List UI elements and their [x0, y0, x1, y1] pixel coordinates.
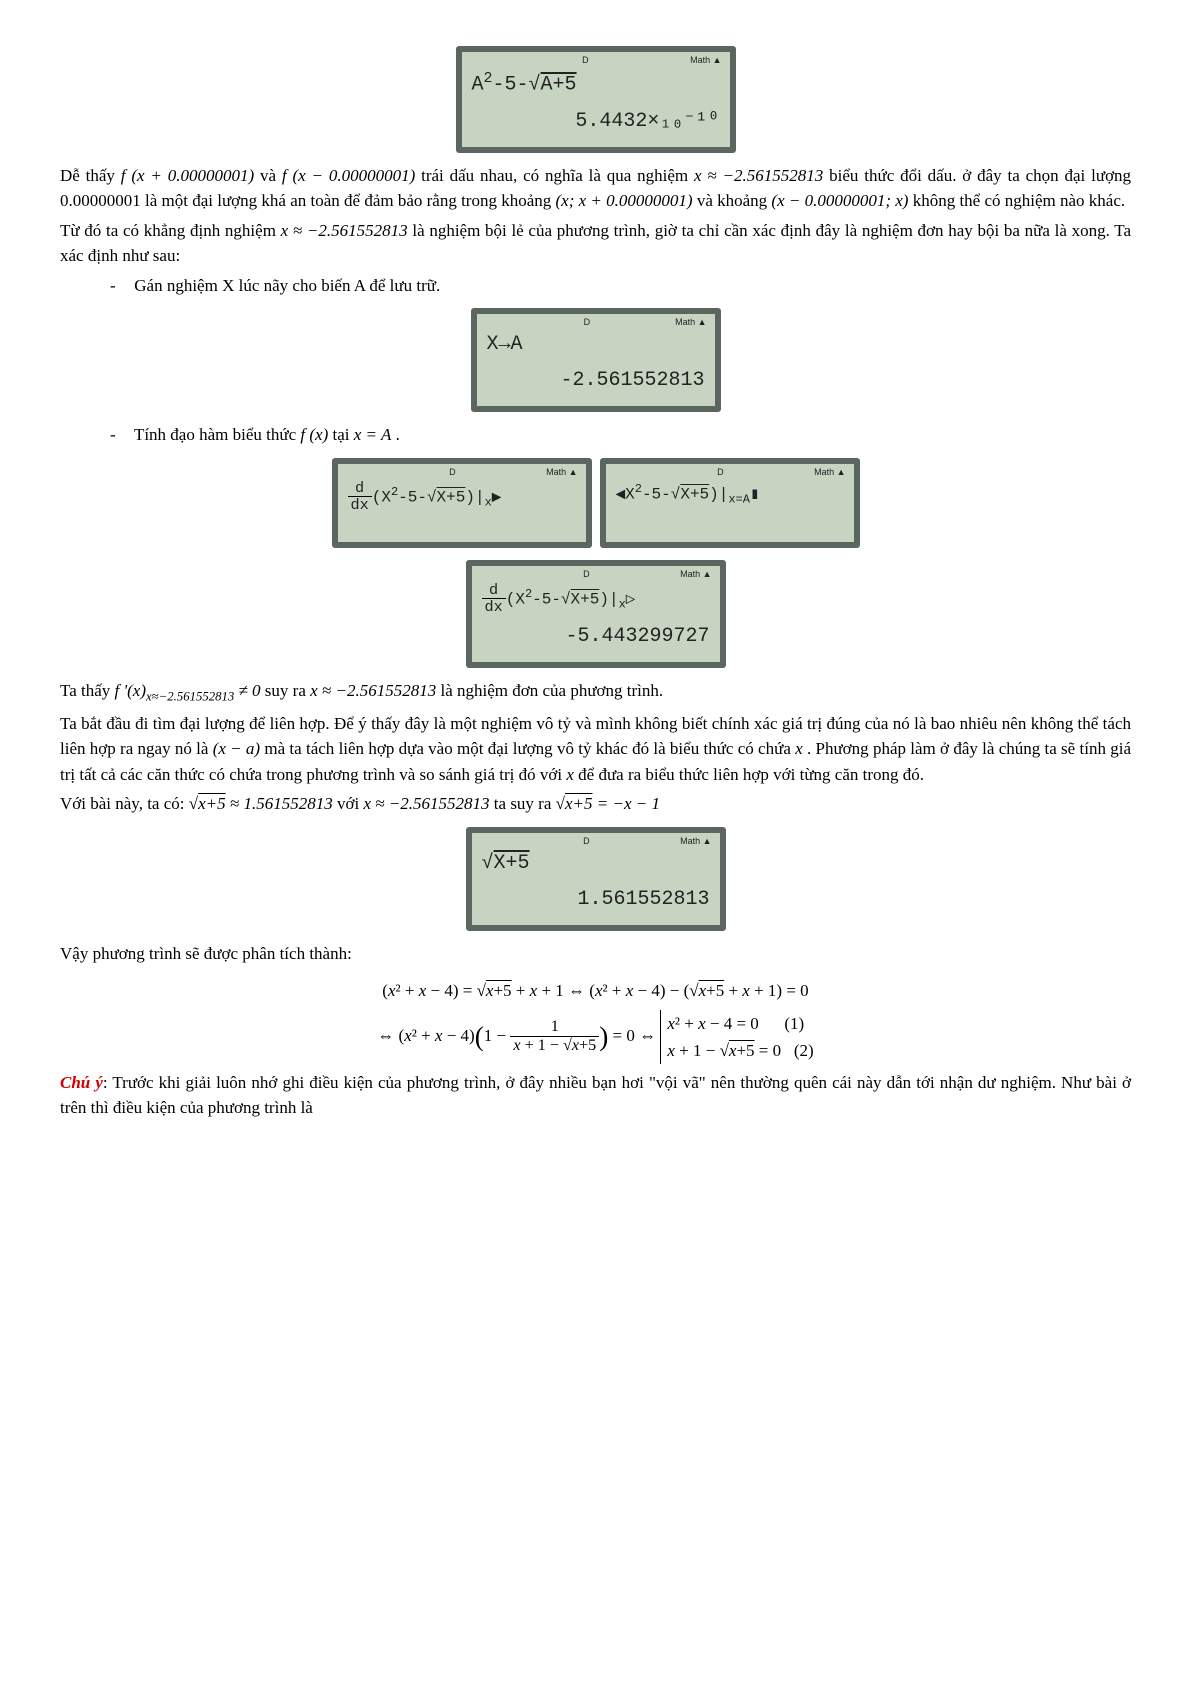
bullet-2: - Tính đạo hàm biểu thức f (x) tại x = A… [60, 422, 1131, 448]
bullet1-text: Gán nghiệm X lúc nãy cho biến A để lưu t… [134, 276, 440, 295]
status-mid-1: D [582, 54, 589, 68]
math-fx2: f (x − 0.00000001) [282, 166, 415, 185]
math: x ≈ −2.561552813 [281, 221, 408, 240]
math: (x − 0.00000001; x) [771, 191, 908, 210]
t: ta suy ra [494, 794, 556, 813]
calculator-screen-4: D Math ▲ ◀X2-5-√X+5)|x=A▮ [600, 458, 860, 548]
calc-block-5: D Math ▲ ddx(X2-5-√X+5)|x▷ -5.443299727 [60, 554, 1131, 674]
calc2-expr: X→A [487, 330, 705, 360]
math-fx1: f (x + 0.00000001) [121, 166, 254, 185]
t: trái dấu nhau, có nghĩa là qua nghiệm [421, 166, 694, 185]
t: là một đại lượng khá an toàn để đảm bảo … [145, 191, 556, 210]
sub: x≈−2.561552813 [146, 689, 234, 703]
math: x ≈ −2.561552813 [363, 794, 489, 813]
case-num: (2) [794, 1041, 814, 1060]
t: không thể có nghiệm nào khác. [913, 191, 1125, 210]
math: x [566, 765, 574, 784]
dash-icon: - [110, 422, 130, 448]
paragraph-5: Ta bắt đầu đi tìm đại lượng để liên hợp.… [60, 711, 1131, 788]
dash-icon: - [110, 273, 130, 299]
calculator-screen-6: D Math ▲ √X+5 1.561552813 [466, 827, 726, 931]
math: f (x) [300, 425, 328, 444]
status-right-6: Math ▲ [680, 835, 711, 849]
t: 0.00000001 [60, 191, 141, 210]
math-sqrt1: √x+5 ≈ 1.561552813 [189, 794, 333, 813]
t: Ta thấy [60, 681, 115, 700]
calculator-screen-3: D Math ▲ ddx(X2-5-√X+5)|x▶ [332, 458, 592, 548]
t: tại [332, 425, 353, 444]
calc4-expr: ◀X2-5-√X+5)|x=A▮ [616, 480, 844, 509]
calc3-result [348, 520, 576, 550]
document-page: D Math ▲ A2-5-√A+5 5.4432×₁₀⁻¹⁰ Dễ thấy … [60, 40, 1131, 1121]
calc5-expr: ddx(X2-5-√X+5)|x▷ [482, 582, 710, 616]
status-mid-6: D [583, 835, 590, 849]
calc6-expr: √X+5 [482, 849, 710, 879]
calc6-result: 1.561552813 [482, 885, 710, 915]
calc1-expr: A2-5-√A+5 [472, 68, 720, 101]
paragraph-6: Với bài này, ta có: √x+5 ≈ 1.561552813 v… [60, 791, 1131, 817]
t: và khoảng [697, 191, 772, 210]
status-mid-4: D [717, 466, 724, 480]
calc-row-3-4: D Math ▲ ddx(X2-5-√X+5)|x▶ D Math ▲ ◀X2-… [60, 452, 1131, 554]
t: Dễ thấy [60, 166, 121, 185]
math-sqrt2: √x+5 = −x − 1 [556, 794, 660, 813]
math: x ≈ −2.561552813 [694, 166, 823, 185]
eq-line-1: (x² + x − 4) = √x+5 + x + 1 ⇔ (x² + x − … [60, 972, 1131, 1009]
calc5-result: -5.443299727 [482, 622, 710, 652]
t: Từ đó ta có khẳng định nghiệm [60, 221, 281, 240]
calculator-screen-5: D Math ▲ ddx(X2-5-√X+5)|x▷ -5.443299727 [466, 560, 726, 668]
frac-num: 1 [510, 1018, 599, 1037]
chuy-text: : Trước khi giải luôn nhớ ghi điều kiện … [60, 1073, 1131, 1118]
calc3-expr: ddx(X2-5-√X+5)|x▶ [348, 480, 576, 514]
t: . [396, 425, 400, 444]
eq-line-2: ⇔ (x² + x − 4)(1 − 1 x + 1 − √x+5 ) = 0 … [60, 1010, 1131, 1064]
calculator-screen-2: D Math ▲ X→A -2.561552813 [471, 308, 721, 412]
t: để đưa ra biểu thức liên hợp với từng că… [578, 765, 924, 784]
calc2-result: -2.561552813 [487, 366, 705, 396]
case-2: x + 1 − √x+5 = 0 (2) [667, 1041, 813, 1060]
paragraph-4: Ta thấy f '(x)x≈−2.561552813 ≠ 0 suy ra … [60, 678, 1131, 707]
t: Tính đạo hàm biểu thức [134, 425, 300, 444]
t: và [260, 166, 282, 185]
status-right-5: Math ▲ [680, 568, 711, 582]
calc-block-6: D Math ▲ √X+5 1.561552813 [60, 821, 1131, 937]
t: là nghiệm đơn của phương trình. [440, 681, 663, 700]
math: (x; x + 0.00000001) [556, 191, 693, 210]
calculator-screen-1: D Math ▲ A2-5-√A+5 5.4432×₁₀⁻¹⁰ [456, 46, 736, 153]
math: x = A [354, 425, 392, 444]
t: với [337, 794, 363, 813]
math: x ≈ −2.561552813 [310, 681, 436, 700]
bracket-cases: x² + x − 4 = 0 (1) x + 1 − √x+5 = 0 (2) [660, 1010, 813, 1064]
status-mid-5: D [583, 568, 590, 582]
status-right-1: Math ▲ [690, 54, 721, 68]
t: biểu thức đổi dấu. ở đây ta chọn đại lượ… [829, 166, 1131, 185]
t: suy ra [265, 681, 310, 700]
t: f '(x) [115, 681, 146, 700]
case-1: x² + x − 4 = 0 (1) [667, 1014, 804, 1033]
t: Với bài này, ta có: [60, 794, 189, 813]
paragraph-7: Vậy phương trình sẽ được phân tích thành… [60, 941, 1131, 967]
t: mà ta tách liên hợp dựa vào một đại lượn… [264, 739, 795, 758]
bullet-1: - Gán nghiệm X lúc nãy cho biến A để lưu… [60, 273, 1131, 299]
case-num: (1) [784, 1014, 804, 1033]
status-right-4: Math ▲ [814, 466, 845, 480]
status-right-3: Math ▲ [546, 466, 577, 480]
calc-block-2: D Math ▲ X→A -2.561552813 [60, 302, 1131, 418]
frac-den: x + 1 − √x+5 [510, 1037, 599, 1055]
calc4-result [616, 514, 844, 544]
math: (x − a) [213, 739, 260, 758]
math: x [795, 739, 803, 758]
status-right-2: Math ▲ [675, 316, 706, 330]
paragraph-1: Dễ thấy f (x + 0.00000001) và f (x − 0.0… [60, 163, 1131, 214]
status-mid-2: D [584, 316, 591, 330]
status-mid-3: D [449, 466, 456, 480]
paragraph-2: Từ đó ta có khẳng định nghiệm x ≈ −2.561… [60, 218, 1131, 269]
chuy-label: Chú ý [60, 1073, 103, 1092]
paragraph-chuy: Chú ý: Trước khi giải luôn nhớ ghi điều … [60, 1070, 1131, 1121]
equation-block: (x² + x − 4) = √x+5 + x + 1 ⇔ (x² + x − … [60, 972, 1131, 1064]
math-fprime: f '(x)x≈−2.561552813 ≠ 0 [115, 681, 261, 700]
calc1-result: 5.4432×₁₀⁻¹⁰ [472, 107, 720, 137]
calc-block-1: D Math ▲ A2-5-√A+5 5.4432×₁₀⁻¹⁰ [60, 40, 1131, 159]
t: ≠ 0 [234, 681, 260, 700]
